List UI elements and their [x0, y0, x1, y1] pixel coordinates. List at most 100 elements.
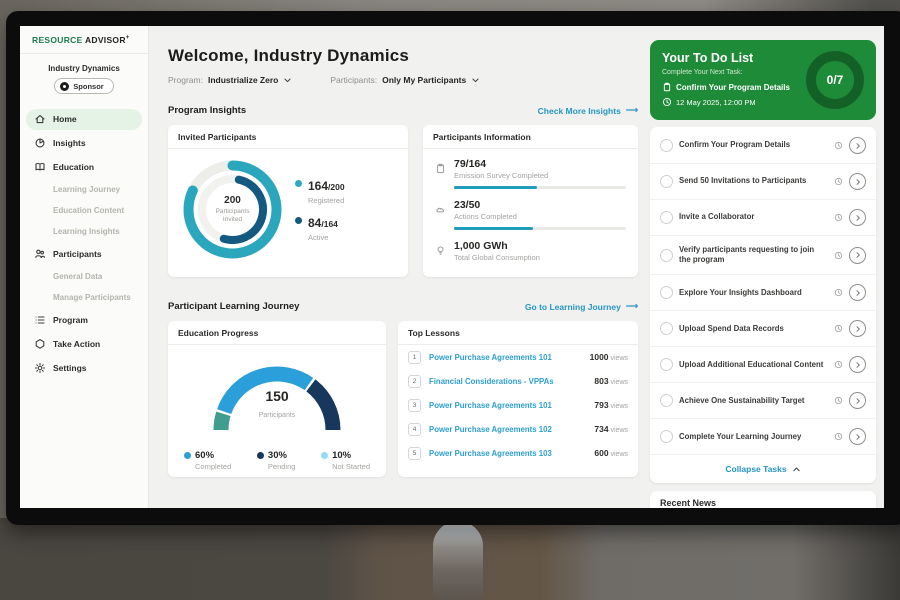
todo-task-row[interactable]: Complete Your Learning Journey — [650, 419, 876, 456]
task-checkbox[interactable] — [660, 430, 673, 444]
program-filter[interactable]: Program: Industrialize Zero — [168, 75, 292, 85]
task-open-button[interactable] — [849, 137, 866, 154]
sidebar-item-learning-journey[interactable]: Learning Journey — [26, 181, 142, 199]
lesson-link[interactable]: Power Purchase Agreements 103 — [429, 448, 552, 458]
sidebar-item-participants[interactable]: Participants — [26, 244, 142, 265]
participants-information-card: Participants Information 79/164 Emission … — [423, 125, 638, 277]
legend-label: Not Started — [332, 462, 370, 471]
gauge-legend-top: 30% — [256, 450, 296, 461]
todo-subtitle: Complete Your Next Task: — [662, 69, 743, 76]
todo-task-row[interactable]: Achieve One Sustainability Target — [650, 383, 876, 420]
todo-task-row[interactable]: Upload Spend Data Records — [650, 311, 876, 348]
legend-text: 84/164 Active — [308, 214, 338, 242]
check-more-insights-link[interactable]: Check More Insights ⟶ — [537, 105, 638, 116]
lesson-link[interactable]: Power Purchase Agreements 102 — [429, 424, 552, 434]
mini-clock-icon — [834, 432, 843, 441]
task-open-button[interactable] — [849, 246, 866, 264]
sidebar-item-home[interactable]: Home — [26, 108, 142, 130]
recent-news-card: Recent News — [650, 491, 876, 508]
participants-filter-label: Participants: — [330, 75, 378, 85]
sidebar-item-label: Program — [53, 315, 88, 325]
legend-dot-icon — [295, 217, 302, 224]
task-label: Verify participants requesting to join t… — [679, 245, 815, 265]
learning-journey-section-header: Participant Learning Journey Go to Learn… — [168, 301, 638, 312]
todo-task-row[interactable]: Invite a Collaborator — [650, 200, 876, 236]
sidebar-item-education[interactable]: Education — [26, 157, 142, 178]
monitor-bezel: RESOURCE ADVISOR+ Industry Dynamics Spon… — [6, 11, 900, 525]
gauge-legend-item: 30% Pending — [256, 450, 296, 471]
learning-cards-row: Education Progress 150 Participants 60% C… — [168, 321, 638, 477]
lesson-views: 734 views — [594, 424, 628, 434]
task-open-button[interactable] — [849, 356, 866, 374]
task-open-button[interactable] — [849, 392, 866, 410]
task-label: Upload Additional Educational Content — [679, 359, 824, 369]
participants-stats: 79/164 Emission Survey Completed 23/50 Acti… — [423, 149, 638, 262]
sidebar-item-label: Take Action — [53, 339, 101, 349]
legend-label: Pending — [267, 462, 296, 471]
todo-task-row[interactable]: Send 50 Invitations to Participants — [650, 164, 876, 200]
program-icon — [34, 314, 46, 326]
legend-dot-icon — [321, 452, 329, 459]
task-open-button[interactable] — [849, 209, 866, 226]
stat-row: 79/164 Emission Survey Completed — [435, 158, 626, 197]
task-checkbox[interactable] — [660, 286, 673, 300]
sidebar-item-take-action[interactable]: Take Action — [26, 334, 142, 355]
donut-legend: 164/200 Registered 84/164 Active — [295, 168, 345, 251]
sidebar-item-general-data[interactable]: General Data — [26, 268, 142, 286]
sidebar-item-label: Insights — [53, 138, 86, 148]
todo-task-row[interactable]: Upload Additional Educational Content — [650, 347, 876, 384]
task-label: Invite a Collaborator — [679, 212, 755, 222]
task-checkbox[interactable] — [660, 248, 673, 262]
task-checkbox[interactable] — [660, 175, 673, 188]
sidebar-item-label: Settings — [53, 363, 87, 373]
mini-clock-icon — [834, 177, 843, 186]
task-open-button[interactable] — [849, 284, 866, 302]
todo-next-task[interactable]: Confirm Your Program Details — [662, 82, 798, 92]
todo-task-row[interactable]: Verify participants requesting to join t… — [650, 236, 876, 276]
lesson-link[interactable]: Financial Considerations - VPPAs — [429, 376, 554, 386]
sidebar-item-program[interactable]: Program — [26, 310, 142, 331]
mini-clock-icon — [834, 324, 843, 333]
education-icon — [34, 161, 46, 173]
task-checkbox[interactable] — [660, 394, 673, 408]
progress-bar-fill — [454, 186, 537, 189]
go-to-learning-journey-link[interactable]: Go to Learning Journey ⟶ — [524, 301, 638, 312]
sidebar-item-label: Education Content — [53, 206, 125, 215]
todo-task-list: Confirm Your Program Details Send 50 Invi… — [650, 127, 876, 484]
lesson-rank: 5 — [408, 446, 421, 460]
sidebar-item-insights[interactable]: Insights — [26, 133, 142, 154]
sponsor-badge[interactable]: Sponsor — [54, 78, 114, 94]
task-label: Send 50 Invitations to Participants — [679, 176, 807, 186]
collapse-tasks-link[interactable]: Collapse Tasks — [650, 455, 876, 479]
lesson-row: 5 Power Purchase Agreements 103 600 views — [398, 441, 638, 465]
sidebar-item-education-content[interactable]: Education Content — [26, 202, 142, 220]
actions-icon — [435, 202, 446, 213]
task-label: Confirm Your Program Details — [679, 140, 791, 150]
sponsor-icon — [60, 81, 70, 91]
task-checkbox[interactable] — [660, 139, 673, 152]
sidebar-item-label: Participants — [53, 249, 102, 259]
clipboard-icon — [662, 82, 672, 92]
todo-task-row[interactable]: Explore Your Insights Dashboard — [650, 275, 876, 312]
legend-value-numerator: 84 — [308, 216, 322, 230]
survey-icon — [435, 161, 446, 174]
sidebar-item-settings[interactable]: Settings — [26, 358, 142, 379]
lesson-link[interactable]: Power Purchase Agreements 101 — [429, 352, 552, 362]
task-open-button[interactable] — [849, 173, 866, 190]
card-title: Education Progress — [168, 321, 386, 345]
task-checkbox[interactable] — [660, 211, 673, 224]
task-open-button[interactable] — [849, 320, 866, 338]
mini-clock-icon — [834, 360, 843, 369]
lesson-views: 1000 views — [589, 352, 628, 362]
task-open-button[interactable] — [849, 428, 866, 446]
dashboard-screen: RESOURCE ADVISOR+ Industry Dynamics Spon… — [20, 26, 884, 508]
lesson-link[interactable]: Power Purchase Agreements 101 — [429, 400, 552, 410]
participants-icon — [34, 248, 46, 260]
task-checkbox[interactable] — [660, 322, 673, 336]
task-checkbox[interactable] — [660, 358, 673, 372]
legend-value: 84/164 — [308, 214, 338, 232]
sidebar-item-manage-participants[interactable]: Manage Participants — [26, 289, 142, 307]
sidebar-item-learning-insights[interactable]: Learning Insights — [26, 223, 142, 241]
participants-filter[interactable]: Participants: Only My Participants — [330, 75, 480, 85]
todo-task-row[interactable]: Confirm Your Program Details — [650, 128, 876, 164]
